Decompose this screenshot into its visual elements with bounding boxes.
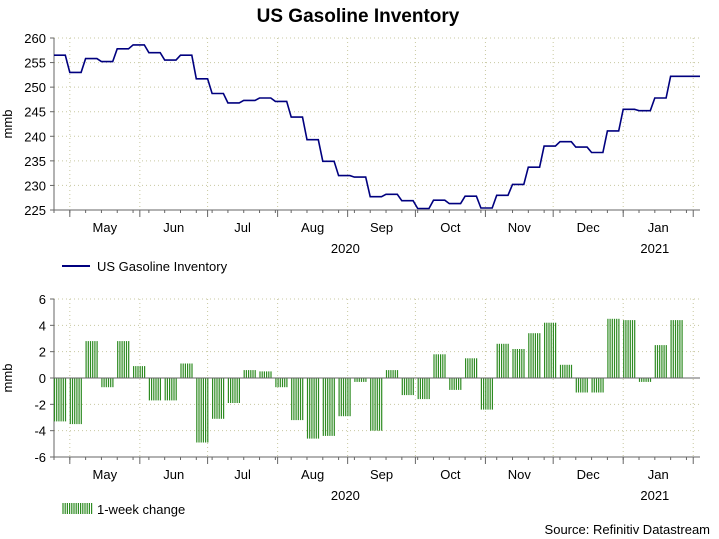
change-bar (623, 320, 636, 378)
change-bar (338, 378, 351, 417)
change-bar (354, 378, 367, 382)
change-bar (117, 341, 130, 378)
bot-y-tick-label: -6 (34, 450, 46, 465)
change-bar (480, 378, 493, 410)
top-y-tick-label: 260 (24, 31, 46, 46)
top-panel-level: 225 230 235 240 245 250 255 260 May Jun Jul Aug Sep O… (0, 31, 700, 256)
bottom-panel-change: -6 -4 -2 0 2 4 6 May Jun Jul Aug Sep Oct Nov Dec Jan 202… (0, 292, 700, 503)
change-bar (196, 378, 209, 443)
bot-y-axis-label: mmb (0, 364, 15, 393)
top-x-month-label: Nov (508, 220, 532, 235)
bot-y-tick-label: 0 (39, 371, 46, 386)
bot-y-tick-label: -2 (34, 397, 46, 412)
bot-x-month-label: Aug (301, 467, 324, 482)
bot-x-month-label: Jun (163, 467, 184, 482)
bot-x-year-label: 2020 (331, 488, 360, 503)
top-y-tick-label: 245 (24, 105, 46, 120)
bot-x-month-label: Nov (508, 467, 532, 482)
change-bar (370, 378, 383, 431)
top-x-year-label: 2020 (331, 241, 360, 256)
top-y-tick-label: 235 (24, 154, 46, 169)
top-x-month-label: Jan (648, 220, 669, 235)
change-bar (654, 345, 667, 378)
bot-y-tick-label: -4 (34, 424, 46, 439)
top-x-year-label: 2021 (640, 241, 669, 256)
change-bar (385, 370, 399, 378)
change-bar (212, 378, 225, 419)
change-bar (275, 378, 288, 388)
chart-title: US Gasoline Inventory (257, 6, 460, 27)
change-bar (417, 378, 430, 400)
change-bar (638, 378, 652, 382)
change-bar (433, 354, 446, 378)
bot-x-month-label: Jan (648, 467, 669, 482)
legend-level: US Gasoline Inventory (62, 259, 228, 274)
change-bar (607, 318, 620, 378)
change-bar (164, 378, 177, 401)
change-bar (69, 378, 82, 425)
legend-change-label: 1-week change (97, 502, 185, 517)
change-bar (449, 378, 462, 390)
change-bar (227, 378, 240, 403)
change-bar (496, 343, 509, 378)
change-bar (133, 366, 146, 378)
top-x-month-label: Aug (301, 220, 324, 235)
bot-x-month-label: Jul (234, 467, 251, 482)
change-bar (559, 364, 573, 378)
change-bar (670, 320, 683, 378)
top-x-month-label: May (93, 220, 118, 235)
bot-y-tick-label: 2 (39, 345, 46, 360)
change-bar (306, 378, 320, 439)
bot-x-month-label: Sep (370, 467, 393, 482)
top-y-tick-label: 250 (24, 80, 46, 95)
change-bar (512, 349, 525, 378)
bot-x-month-label: May (93, 467, 118, 482)
change-bar (259, 371, 272, 378)
change-bar (243, 370, 256, 378)
legend-change-swatch (62, 503, 93, 514)
top-y-tick-label: 255 (24, 56, 46, 71)
change-bar (291, 378, 304, 421)
top-x-month-label: Sep (370, 220, 393, 235)
top-x-month-label: Oct (440, 220, 461, 235)
change-bar (575, 378, 588, 393)
change-bar (101, 378, 114, 388)
top-y-tick-label: 225 (24, 203, 46, 218)
bot-y-tick-label: 6 (39, 292, 46, 307)
top-y-tick-label: 240 (24, 129, 46, 144)
top-x-month-label: Dec (577, 220, 601, 235)
source-note: Source: Refinitiv Datastream (545, 522, 710, 537)
top-x-month-label: Jul (234, 220, 251, 235)
change-bar (148, 378, 161, 401)
change-bar (465, 358, 478, 378)
change-bar (543, 322, 557, 378)
bot-x-month-label: Oct (440, 467, 461, 482)
top-y-tick-label: 230 (24, 178, 46, 193)
change-bar (322, 378, 335, 436)
top-y-axis-label: mmb (0, 110, 15, 139)
change-bar (53, 378, 67, 422)
top-x-month-label: Jun (163, 220, 184, 235)
bot-x-year-label: 2021 (640, 488, 669, 503)
change-bar (180, 363, 193, 378)
change-bar (591, 378, 604, 393)
bot-y-tick-label: 4 (39, 318, 46, 333)
change-bar (528, 333, 541, 378)
change-bar (401, 378, 414, 396)
legend-change: 1-week change (62, 502, 185, 517)
change-bar (85, 341, 98, 378)
legend-level-label: US Gasoline Inventory (97, 259, 228, 274)
bot-x-month-label: Dec (577, 467, 601, 482)
level-series-line (54, 44, 700, 210)
